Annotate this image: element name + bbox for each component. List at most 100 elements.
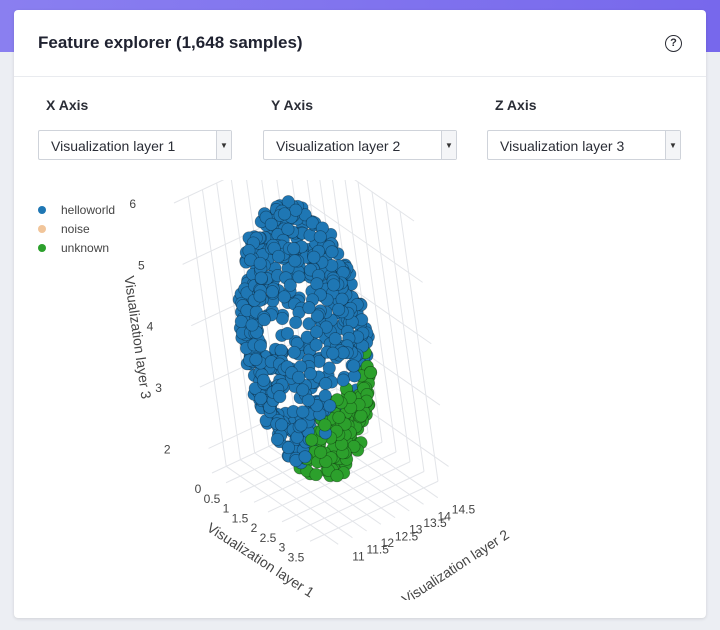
scatter-point-helloworld[interactable] — [302, 317, 316, 331]
scatter-point-helloworld[interactable] — [303, 367, 317, 381]
scatter-point-helloworld[interactable] — [281, 195, 295, 209]
z-axis-label: Z Axis — [495, 97, 537, 113]
y-axis-value: Visualization layer 2 — [276, 138, 401, 154]
x-tick-label: 3 — [279, 541, 286, 555]
scatter-point-helloworld[interactable] — [257, 373, 271, 387]
scatter-point-helloworld[interactable] — [319, 377, 333, 391]
z-axis-select[interactable]: Visualization layer 3 ▼ — [487, 130, 681, 160]
scatter-point-helloworld[interactable] — [249, 352, 263, 367]
scatter-point-helloworld[interactable] — [347, 359, 361, 373]
scatter-point-unknown[interactable] — [314, 445, 328, 459]
grid-line — [354, 180, 415, 222]
scatter-point-helloworld[interactable] — [283, 278, 297, 292]
scatter-point-helloworld[interactable] — [277, 207, 292, 221]
scatter-point-helloworld[interactable] — [265, 285, 279, 299]
legend-marker-helloworld[interactable] — [38, 206, 46, 214]
x-tick-label: 1 — [223, 502, 230, 516]
scatter-point-helloworld[interactable] — [336, 373, 350, 387]
scatter-point-unknown[interactable] — [318, 418, 332, 432]
help-circle-icon[interactable]: ? — [665, 34, 682, 52]
legend-label-helloworld[interactable]: helloworld — [61, 203, 115, 217]
grid-line — [225, 465, 339, 545]
legend-marker-noise[interactable] — [38, 225, 46, 233]
scatter-point-helloworld[interactable] — [281, 222, 295, 236]
scatter-point-helloworld[interactable] — [253, 256, 267, 270]
x-tick-label: 2.5 — [260, 531, 277, 545]
scatter-point-helloworld[interactable] — [313, 230, 327, 244]
scatter-point-helloworld[interactable] — [301, 393, 315, 407]
scatter-point-helloworld[interactable] — [288, 254, 302, 268]
legend-label-noise[interactable]: noise — [61, 222, 90, 236]
scatter-point-helloworld[interactable] — [327, 278, 341, 292]
scatter-point-helloworld[interactable] — [326, 346, 340, 360]
scatter-point-helloworld[interactable] — [294, 418, 308, 432]
scatter-point-helloworld[interactable] — [328, 332, 342, 346]
scatter-point-helloworld[interactable] — [289, 315, 303, 330]
grid-line — [240, 459, 353, 539]
scatter-point-helloworld[interactable] — [254, 271, 268, 285]
scatter-point-helloworld[interactable] — [310, 277, 324, 291]
scatter-point-helloworld[interactable] — [257, 313, 271, 327]
y-tick-label: 12 — [381, 536, 395, 550]
x-tick-label: 0 — [195, 482, 202, 496]
scatter-point-helloworld[interactable] — [277, 290, 291, 304]
scatter-point-unknown[interactable] — [332, 410, 346, 424]
scatter-point-helloworld[interactable] — [307, 250, 321, 264]
grid-line — [173, 180, 225, 204]
z-tick-label: 2 — [164, 442, 171, 456]
scatter-point-unknown[interactable] — [309, 468, 323, 482]
scatter-point-helloworld[interactable] — [273, 390, 287, 404]
scatter-point-unknown[interactable] — [364, 365, 378, 380]
scatter-point-helloworld[interactable] — [287, 242, 301, 256]
grid-line — [187, 196, 227, 467]
scatter-point-helloworld[interactable] — [302, 301, 316, 315]
scatter-point-helloworld[interactable] — [322, 361, 336, 375]
scatter-point-helloworld[interactable] — [305, 216, 319, 230]
scatter-point-helloworld[interactable] — [253, 339, 268, 353]
z-axis-value: Visualization layer 3 — [500, 138, 625, 154]
scatter-point-helloworld[interactable] — [245, 318, 259, 332]
z-tick-label: 3 — [155, 381, 162, 395]
legend-label-unknown[interactable]: unknown — [61, 241, 109, 255]
scatter-point-helloworld[interactable] — [310, 309, 324, 323]
scatter-point-helloworld[interactable] — [264, 217, 278, 231]
scatter-point-helloworld[interactable] — [323, 399, 337, 413]
scatter-point-helloworld[interactable] — [296, 383, 310, 397]
chevron-down-icon[interactable]: ▼ — [216, 131, 231, 159]
scatter-point-helloworld[interactable] — [309, 338, 323, 352]
scatter-point-unknown[interactable] — [354, 409, 368, 423]
legend-marker-unknown[interactable] — [38, 244, 46, 252]
scatter-point-helloworld[interactable] — [292, 270, 306, 284]
scatter-point-helloworld[interactable] — [289, 203, 303, 217]
scatter-point-helloworld[interactable] — [274, 343, 288, 357]
scatter-point-helloworld[interactable] — [287, 345, 301, 359]
scatter-point-helloworld[interactable] — [254, 391, 268, 406]
scatter-point-helloworld[interactable] — [280, 326, 295, 340]
scatter-point-helloworld[interactable] — [274, 418, 289, 432]
scatter-point-helloworld[interactable] — [253, 289, 267, 303]
scatter-point-helloworld[interactable] — [292, 370, 306, 384]
scatter-point-helloworld[interactable] — [332, 302, 346, 317]
scatter-point-helloworld[interactable] — [325, 245, 339, 259]
scatter-3d-plot[interactable]: 00.511.522.533.5 11 11.512 12.513 13.514 14.5… — [0, 180, 720, 600]
grid-line — [310, 203, 423, 283]
x-tick-label: 1.5 — [232, 511, 249, 525]
y-axis-label: Y Axis — [271, 97, 314, 113]
scatter-point-helloworld[interactable] — [272, 249, 286, 263]
chevron-down-icon[interactable]: ▼ — [441, 131, 456, 159]
scatter-point-unknown[interactable] — [305, 433, 319, 447]
y-axis-select[interactable]: Visualization layer 2 ▼ — [263, 130, 457, 160]
y-tick-label: 11 — [352, 549, 365, 563]
grid-line — [371, 191, 411, 462]
y-tick-label: 13 — [409, 523, 423, 537]
scatter-point-helloworld[interactable] — [281, 441, 296, 455]
chevron-down-icon[interactable]: ▼ — [665, 131, 680, 159]
card-header: Feature explorer (1,648 samples) ? — [14, 10, 706, 77]
x-axis-select[interactable]: Visualization layer 1 ▼ — [38, 130, 232, 160]
scatter-point-unknown[interactable] — [330, 469, 344, 483]
scatter-point-helloworld[interactable] — [270, 432, 284, 446]
scatter-point-helloworld[interactable] — [296, 405, 310, 419]
scatter-point-helloworld[interactable] — [298, 450, 312, 464]
x-axis-value: Visualization layer 1 — [51, 138, 176, 154]
scatter-point-helloworld[interactable] — [310, 325, 324, 339]
